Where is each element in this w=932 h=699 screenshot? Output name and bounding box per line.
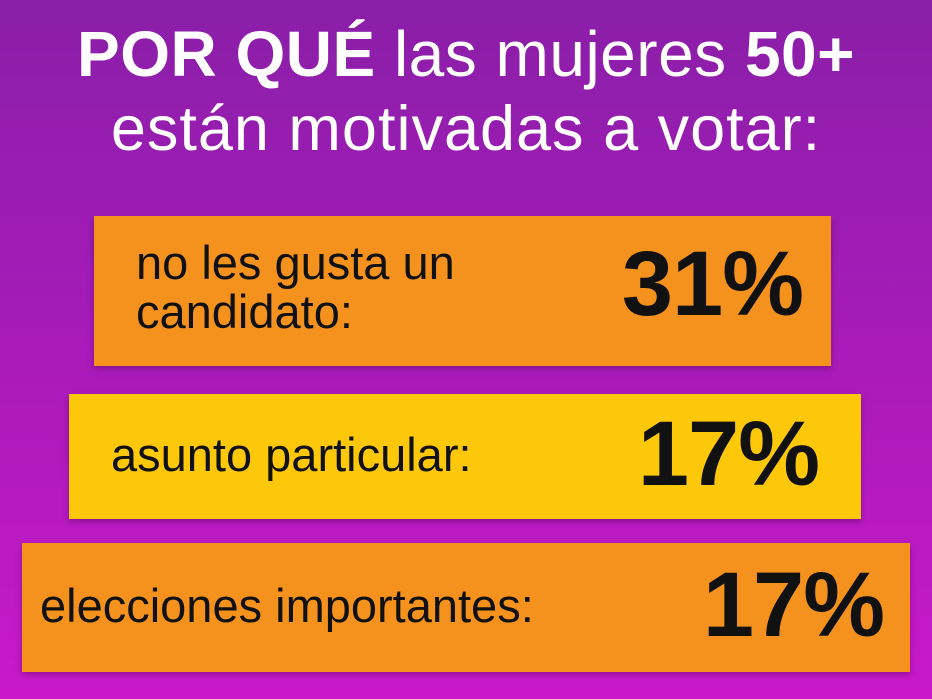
reason-card-dislike-candidate: no les gusta un candidato: 31% — [94, 216, 831, 366]
reason-card-particular-issue: asunto particular: 17% — [69, 394, 861, 519]
title-line-1: POR QUÉ las mujeres 50+ — [0, 22, 932, 86]
reason-percentage: 17% — [637, 403, 820, 505]
title-line-2: están motivadas a votar: — [110, 94, 822, 164]
reason-label: no les gusta un candidato: — [136, 236, 455, 339]
reason-percentage: 31% — [621, 233, 804, 335]
reason-label: asunto particular: — [111, 428, 472, 481]
reason-label: elecciones importantes: — [40, 579, 534, 632]
title-age: 50+ — [744, 18, 855, 90]
reason-card-important-elections: elecciones importantes: 17% — [22, 543, 910, 672]
reason-percentage: 17% — [702, 554, 885, 656]
page-title: POR QUÉ las mujeres 50+ están motivadas … — [0, 22, 932, 161]
title-women: las mujeres — [393, 18, 727, 90]
title-bold-why: POR QUÉ — [77, 18, 376, 90]
